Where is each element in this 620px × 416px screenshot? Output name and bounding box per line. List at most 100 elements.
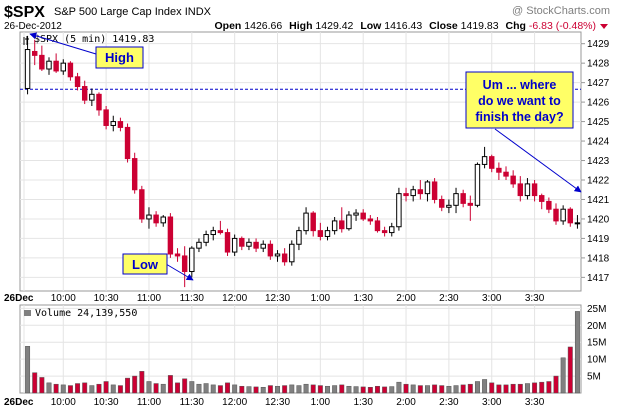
high-annotation: High (29, 32, 144, 69)
volume-bar (503, 384, 509, 394)
candle-up (60, 62, 66, 72)
high-label: High (289, 20, 312, 32)
candle-up (89, 93, 95, 101)
volume-time-tick-label: 2:30 (439, 397, 459, 408)
volume-bar (546, 381, 552, 394)
volume-bar (539, 381, 545, 394)
volume-bar (125, 377, 131, 394)
low-callout-box (122, 253, 168, 275)
candle-up (474, 163, 481, 206)
candle-down (217, 230, 224, 234)
candle-up (346, 214, 352, 230)
volume-bar (282, 385, 288, 394)
price-tick-label: 1422 (587, 176, 610, 187)
volume-bar (453, 385, 459, 394)
candle-down (553, 208, 559, 222)
volume-bar (410, 384, 416, 394)
high-arrow (29, 32, 97, 55)
finish-callout-line-2: do we want to (478, 94, 561, 108)
price-tick-label: 1427 (587, 78, 610, 89)
candle-down (467, 202, 474, 206)
time-tick-label: 1:00 (311, 293, 331, 304)
index-name: S&P 500 Large Cap Index INDX (54, 6, 212, 18)
volume-tick-label: 10M (587, 355, 606, 366)
volume-bar (317, 385, 323, 394)
volume-bar (439, 385, 445, 394)
volume-bar (467, 383, 473, 394)
candle-up (260, 243, 266, 249)
price-tick-label: 1420 (587, 214, 610, 225)
volume-bar (239, 385, 245, 394)
candle-down (531, 183, 538, 197)
volume-bar (60, 384, 66, 394)
volume-time-tick-label: 11:00 (137, 397, 162, 408)
volume-bar (482, 379, 488, 394)
candle-down (510, 175, 516, 185)
time-tick-label: 11:00 (137, 293, 162, 304)
candle-up (446, 204, 452, 208)
high-value: 1429.42 (315, 20, 353, 32)
volume-bar (32, 372, 38, 394)
volume-bar (474, 381, 480, 394)
volume-bar (432, 384, 438, 394)
price-tick-label: 1417 (587, 273, 610, 284)
candle-up (189, 247, 195, 273)
candle-down (539, 195, 545, 202)
volume-bar (382, 386, 388, 394)
candle-up (210, 230, 216, 236)
price-legend-text: $SPX (5 min) 1419.83 (34, 34, 154, 45)
price-panel (19, 31, 582, 292)
watermark: @ StockCharts.com (512, 5, 610, 17)
volume-bar (489, 382, 495, 394)
volume-bar (524, 383, 530, 394)
candle-up (246, 241, 252, 247)
volume-bar (303, 383, 309, 394)
volume-bar (82, 382, 88, 394)
candle-up (424, 181, 431, 195)
candle-down (81, 86, 88, 101)
volume-time-tick-label: 12:30 (265, 397, 290, 408)
candle-up (160, 216, 166, 224)
price-legend: $SPX (5 min) 1419.83 (23, 34, 154, 45)
volume-tick-label: 20M (587, 321, 606, 332)
chg-label: Chg (506, 20, 526, 32)
volume-bar (460, 384, 466, 394)
volume-bar (96, 383, 102, 394)
volume-bar (267, 385, 273, 394)
volume-bar (217, 385, 223, 394)
volume-bar (517, 383, 523, 394)
volume-legend-swatch (24, 310, 31, 316)
candle-down (367, 218, 374, 222)
volume-bar (560, 357, 566, 394)
volume-bar (367, 386, 373, 394)
price-tick-label: 1423 (587, 156, 610, 167)
down-triangle-icon (600, 24, 608, 29)
volume-bar (289, 384, 295, 394)
candle-down (124, 126, 131, 160)
open-label: Open (215, 20, 242, 32)
volume-bar (203, 383, 209, 394)
volume-bar (403, 383, 409, 394)
volume-bar (189, 381, 195, 394)
candle-down (517, 183, 524, 197)
volume-bar (225, 382, 230, 394)
candle-down (117, 121, 124, 128)
volume-tick-label: 5M (587, 372, 601, 383)
finish-arrow (494, 128, 582, 193)
low-arrow (165, 263, 194, 281)
candle-up (146, 214, 152, 220)
volume-bar (210, 384, 216, 394)
candle-down (281, 253, 288, 263)
price-tick-label: 1418 (587, 253, 610, 264)
volume-bar (117, 385, 123, 394)
candle-down (496, 167, 502, 173)
candle-down (567, 208, 574, 224)
candle-down (267, 243, 274, 257)
high-callout-box (95, 46, 144, 69)
candle-down (139, 189, 145, 220)
time-tick-label: 2:30 (439, 293, 459, 304)
volume-bar (160, 383, 166, 394)
volume-bar (553, 375, 559, 394)
candle-down (374, 220, 381, 232)
